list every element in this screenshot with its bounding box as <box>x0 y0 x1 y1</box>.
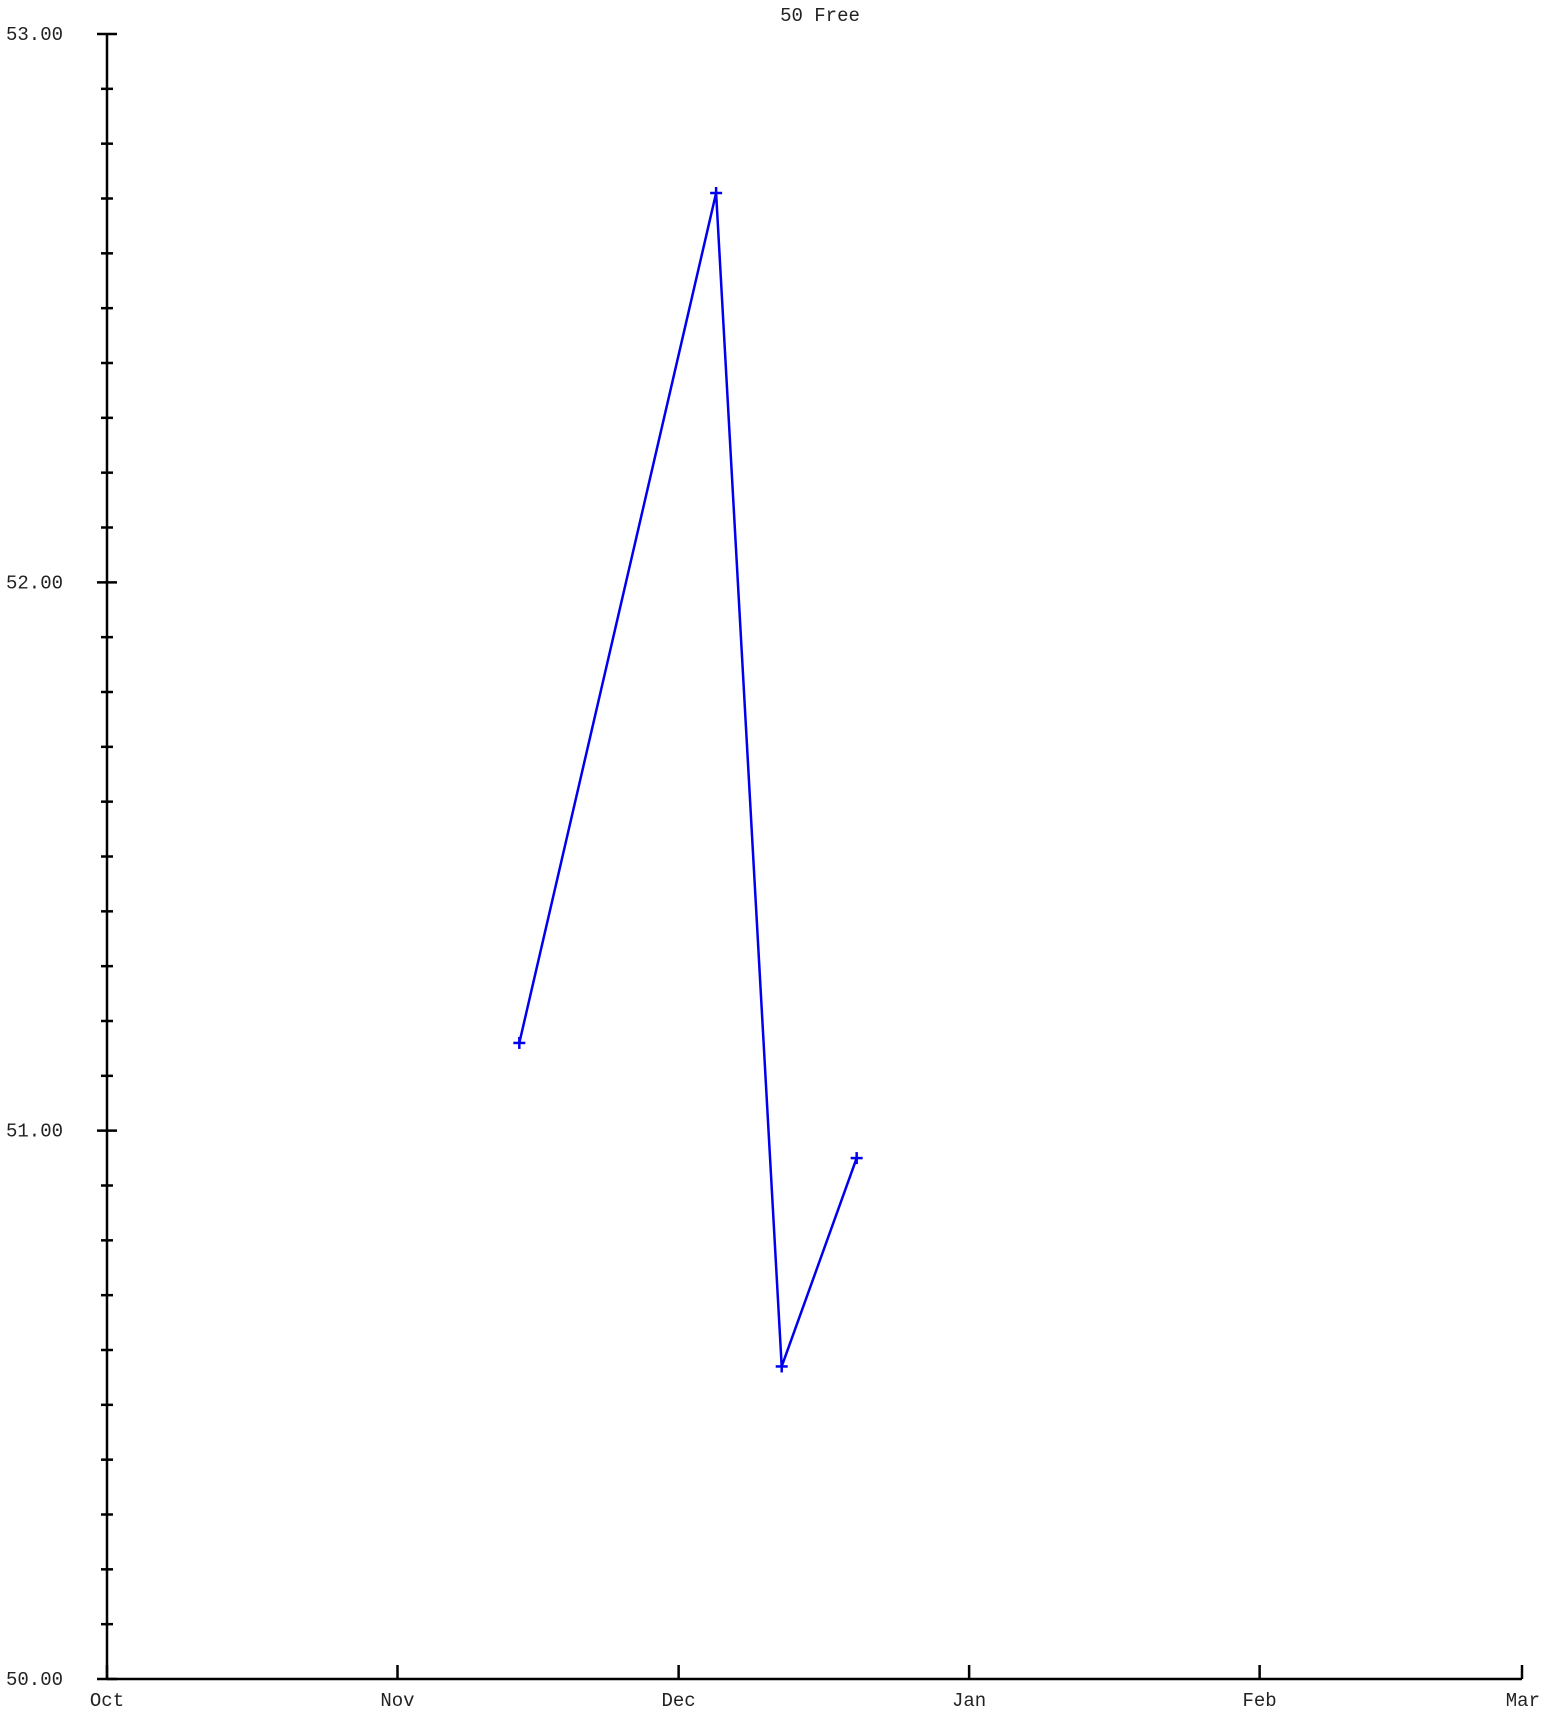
x-tick-label: Jan <box>952 1690 986 1712</box>
y-tick-label: 53.00 <box>6 24 63 46</box>
chart-title: 50 Free <box>780 5 860 27</box>
x-tick-label: Oct <box>90 1690 124 1712</box>
y-axis-ticks: 50.00 51.00 52.00 53.00 <box>6 24 117 1691</box>
y-minor-ticks <box>101 87 113 1626</box>
x-axis-ticks: Oct Nov Dec Jan Feb Mar <box>90 1665 1540 1712</box>
y-tick-label: 52.00 <box>6 572 63 594</box>
x-tick-label: Mar <box>1506 1690 1540 1712</box>
data-series <box>513 187 863 1373</box>
x-tick-label: Nov <box>380 1690 414 1712</box>
data-point-marker <box>710 187 723 200</box>
data-point-marker <box>850 1152 863 1165</box>
x-tick-label: Dec <box>662 1690 696 1712</box>
y-tick-label: 50.00 <box>6 1669 63 1691</box>
data-point-marker <box>513 1036 526 1049</box>
series-line <box>518 192 858 1367</box>
data-point-marker <box>775 1360 788 1373</box>
y-tick-label: 51.00 <box>6 1121 63 1143</box>
x-tick-label: Feb <box>1243 1690 1277 1712</box>
